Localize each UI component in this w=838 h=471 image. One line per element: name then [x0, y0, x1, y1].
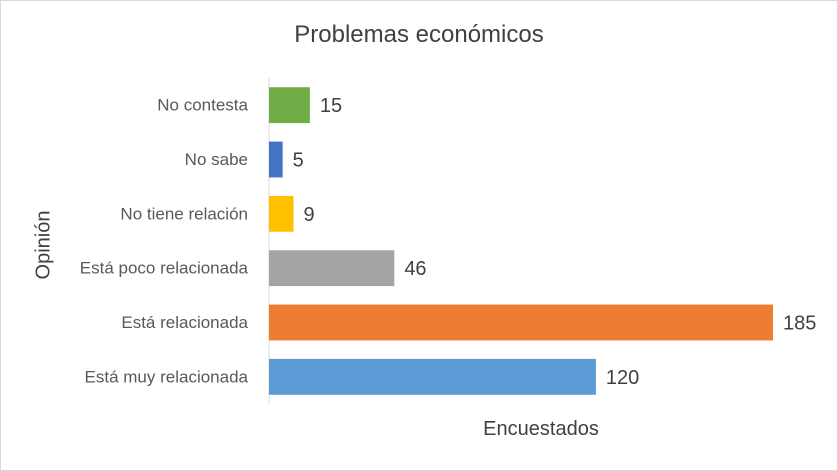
category-label: Está poco relacionada [80, 259, 249, 278]
data-label: 9 [304, 204, 315, 226]
data-label: 15 [320, 95, 342, 117]
category-label: No tiene relación [120, 204, 248, 223]
bar-5 [269, 358, 596, 395]
bar-0 [269, 87, 310, 124]
bar-1 [269, 141, 283, 178]
chart-title: Problemas económicos [294, 21, 544, 48]
data-label: 46 [404, 258, 426, 280]
category-label: No sabe [185, 150, 248, 169]
data-label: 185 [783, 313, 816, 335]
category-label: No contesta [157, 96, 248, 115]
data-label: 5 [293, 150, 304, 172]
category-label: Está relacionada [121, 313, 248, 332]
data-label: 120 [606, 367, 639, 389]
category-label: Está muy relacionada [85, 367, 249, 386]
bar-2 [269, 195, 294, 232]
bar-3 [269, 250, 395, 287]
bar-4 [269, 304, 773, 341]
x-axis-title: Encuestados [483, 418, 599, 440]
